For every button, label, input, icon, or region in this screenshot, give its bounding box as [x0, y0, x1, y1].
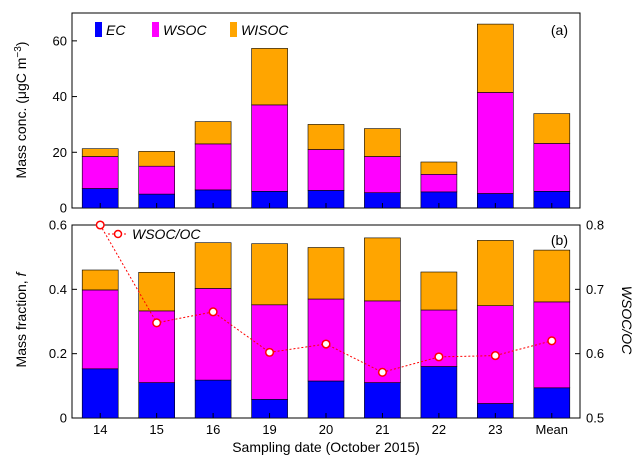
- legend-wisoc-swatch: [230, 22, 237, 37]
- bar-b-ec-22: [420, 366, 458, 419]
- line-legend-marker: [113, 229, 123, 239]
- bar-a-wsoc-19: [251, 104, 288, 192]
- panel-b-y2-axis-label: WSOC/OC: [619, 286, 635, 355]
- y2-tick-label: 0.5: [586, 411, 604, 426]
- legend-wsoc-label: WSOC: [163, 22, 207, 38]
- x-tick-label-19: 19: [262, 422, 276, 437]
- wsoc-oc-point-23: [490, 351, 500, 361]
- bar-a-wisoc-20: [307, 124, 345, 150]
- panel-b-y2-ticks: 0.5 0.6 0.7 0.8: [575, 218, 604, 426]
- bar-a-wsoc-20: [307, 149, 345, 191]
- legend-wisoc-label: WISOC: [241, 22, 289, 38]
- bar-b-wsoc-16: [194, 288, 232, 381]
- y2-tick-label: 0.6: [586, 346, 604, 361]
- panel-a-label: (a): [551, 22, 568, 38]
- bar-b-wisoc-21: [364, 237, 401, 302]
- y-tick-label-a: 20: [53, 145, 67, 160]
- y2-tick-label: 0.7: [586, 282, 604, 297]
- bar-b-ec-16: [194, 379, 232, 419]
- bar-a-wisoc-23: [476, 23, 514, 93]
- bar-b-wisoc-23: [476, 240, 514, 306]
- panel-b-bars: [81, 237, 571, 419]
- bar-a-wisoc-19: [251, 48, 288, 106]
- bar-a-wisoc-mean: [533, 113, 571, 144]
- bar-a-wisoc-15: [138, 151, 175, 167]
- y-tick-label-a: 40: [53, 89, 67, 104]
- bar-b-ec-15: [138, 382, 175, 419]
- bar-a-wisoc-16: [194, 121, 232, 145]
- legend-wsoc-swatch: [152, 22, 159, 37]
- bar-b-wisoc-15: [138, 271, 175, 312]
- bar-b-ec-mean: [533, 387, 571, 419]
- bar-a-wisoc-14: [81, 148, 119, 157]
- panel-b-label: (b): [551, 232, 568, 248]
- bar-b-wisoc-16: [194, 242, 232, 289]
- wsoc-oc-point-mean: [547, 336, 557, 346]
- x-tick-label-mean: Mean: [536, 422, 569, 437]
- bar-a-wsoc-23: [476, 92, 514, 194]
- wsoc-oc-point-20: [321, 339, 331, 349]
- bar-b-wisoc-mean: [533, 249, 571, 303]
- y-tick-label-a: 60: [53, 33, 67, 48]
- bar-a-wsoc-16: [194, 143, 232, 191]
- x-tick-label-23: 23: [488, 422, 502, 437]
- legend-ec-swatch: [95, 22, 102, 37]
- x-tick-label-16: 16: [206, 422, 220, 437]
- wsoc-oc-point-14: [95, 220, 105, 230]
- wsoc-oc-point-15: [152, 318, 162, 328]
- wsoc-oc-point-19: [265, 347, 275, 357]
- panel-a-bars: [81, 23, 571, 209]
- bar-a-wsoc-mean: [533, 143, 571, 192]
- bar-a-wisoc-22: [420, 161, 458, 175]
- bar-b-wisoc-14: [81, 269, 119, 291]
- y-tick-label-b: 0.6: [49, 218, 67, 233]
- panel-b-y-ticks: 0 0.2 0.4 0.6: [49, 218, 77, 426]
- bar-b-wisoc-22: [420, 271, 458, 311]
- line-legend-label: WSOC/OC: [132, 226, 201, 242]
- bar-a-wsoc-14: [81, 156, 119, 189]
- x-tick-label-22: 22: [432, 422, 446, 437]
- line-legend: WSOC/OC: [108, 226, 201, 242]
- y-tick-label-b: 0.2: [49, 346, 67, 361]
- x-axis-label: Sampling date (October 2015): [232, 439, 420, 455]
- bar-b-wisoc-19: [251, 243, 288, 306]
- panel-b-x-ticks: 14 15 16 19 20 21 22 23 Mean: [93, 203, 568, 437]
- y-tick-label-a: 0: [60, 201, 67, 216]
- bar-b-ec-14: [81, 368, 119, 419]
- y-tick-label-b: 0.4: [49, 282, 67, 297]
- bar-a-wisoc-21: [364, 128, 401, 157]
- x-tick-label-20: 20: [319, 422, 333, 437]
- wsoc-oc-point-22: [434, 352, 444, 362]
- legend: EC WSOC WISOC: [95, 22, 289, 38]
- bar-a-wsoc-21: [364, 156, 401, 194]
- bar-b-wisoc-20: [307, 247, 345, 300]
- wsoc-oc-point-16: [208, 307, 218, 317]
- bar-b-ec-20: [307, 380, 345, 419]
- panel-a: 0 20 40 60 (a) EC WSOC WISOC Mass conc. (μg…: [13, 12, 581, 216]
- y2-tick-label: 0.8: [586, 218, 604, 233]
- bar-b-wsoc-14: [81, 289, 119, 370]
- panel-a-y-axis-label: Mass conc. (μgC m−3): [13, 42, 29, 179]
- x-tick-label-14: 14: [93, 422, 107, 437]
- wsoc-oc-point-21: [377, 367, 387, 377]
- bar-a-wsoc-15: [138, 165, 175, 195]
- x-tick-label-21: 21: [375, 422, 389, 437]
- bar-a-wsoc-22: [420, 174, 458, 193]
- panel-b-y-axis-label: Mass fraction, f: [13, 270, 29, 367]
- y-tick-label-b: 0: [60, 411, 67, 426]
- panel-b-wsoc-oc-line: [95, 220, 557, 377]
- bar-b-ec-21: [364, 382, 401, 419]
- legend-ec-label: EC: [106, 22, 126, 38]
- x-tick-label-15: 15: [149, 422, 163, 437]
- panel-b: 0 0.2 0.4 0.6 0.5 0.6 0.7 0.8 14 15 16 19 20 21 22 23…: [13, 203, 635, 455]
- panel-a-y-ticks: 0 20 40 60: [53, 33, 77, 216]
